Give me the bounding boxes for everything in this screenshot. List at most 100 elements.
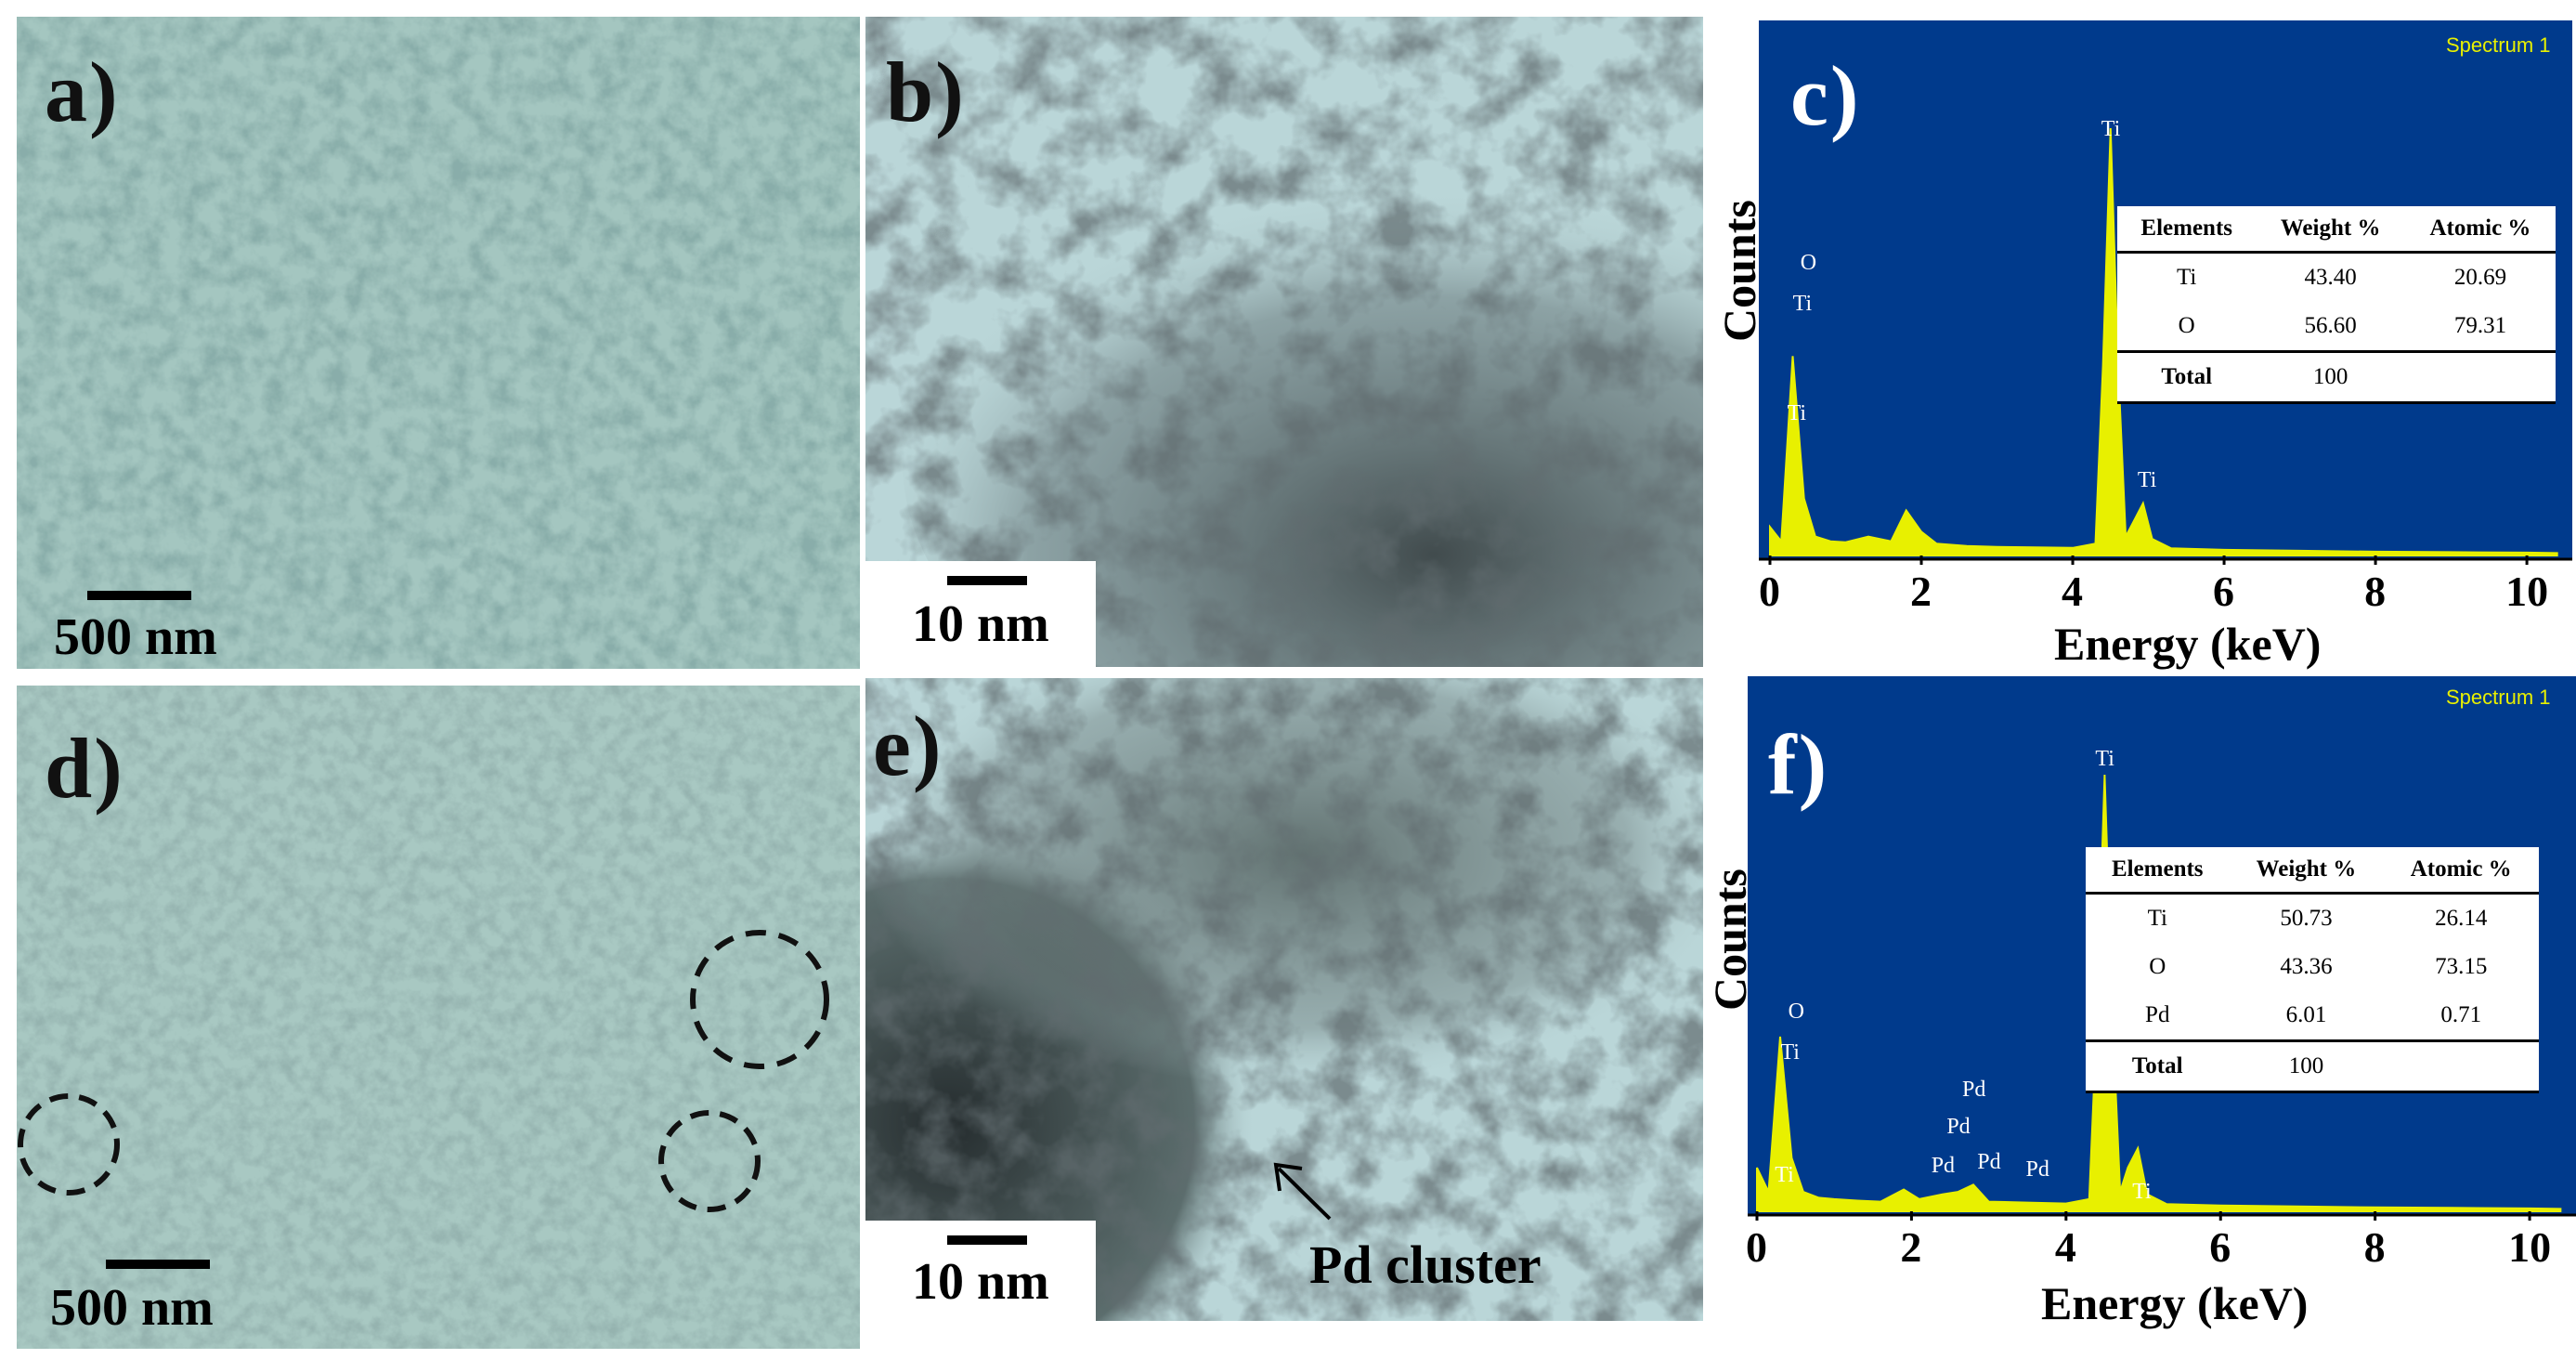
panel-f-eds-chart: O Ti Ti Pd Pd Pd Pd Pd Ti Ti Spectrum 1 f) Counts… (1703, 676, 2576, 1367)
x-tick-label: 6 (2209, 1223, 2231, 1271)
scale-text-a: 500 nm (54, 608, 217, 666)
sem-texture-d (17, 686, 860, 1349)
x-tick-label: 10 (2508, 1223, 2552, 1271)
y-axis-label-c: Counts (1713, 200, 1765, 342)
table-cell: 43.40 (2304, 265, 2357, 290)
panel-e-tem-image: e) 10 nm Pd cluster (865, 678, 1703, 1321)
x-tick-label: 2 (1900, 1223, 1922, 1271)
peak-label: Ti (2138, 468, 2157, 492)
peak-label: Pd (2026, 1157, 2049, 1182)
table-header: Weight % (2256, 206, 2405, 254)
table-header: Atomic % (2383, 847, 2539, 895)
panel-label-b: b) (886, 45, 966, 139)
peak-label: Pd (1932, 1154, 1955, 1178)
x-axis-label-c: Energy (keV) (2054, 618, 2322, 670)
table-row: O 56.60 79.31 (2117, 302, 2556, 352)
composition-table-f: Elements Weight % Atomic % Ti 50.73 26.1… (2086, 847, 2539, 1093)
scale-bar-a (87, 591, 191, 600)
scale-bar-e (947, 1235, 1027, 1245)
table-cell: 100 (2256, 350, 2405, 404)
table-header: Elements (2117, 206, 2257, 254)
table-cell: Total (2117, 350, 2257, 404)
panel-b-tem-image: b) 10 nm (865, 17, 1703, 667)
table-header-row: Elements Weight % Atomic % (2086, 847, 2539, 895)
peak-label: Ti (1775, 1163, 1794, 1187)
table-cell: 50.73 (2280, 906, 2333, 931)
x-tick-label: 8 (2363, 1223, 2386, 1271)
table-row: Pd 6.01 0.71 (2086, 991, 2539, 1041)
panel-d-sem-image: d) 500 nm (17, 686, 860, 1349)
table-cell: 56.60 (2304, 313, 2357, 338)
x-tick-label: 2 (1910, 568, 1932, 615)
panel-c-eds-chart: O Ti Ti Ti Ti Spectrum 1 c) Counts 0 2 4 6 8 10 E… (1712, 0, 2576, 678)
panel-label-c: c) (1790, 48, 1861, 143)
composition-table-c: Elements Weight % Atomic % Ti 43.40 20.6… (2117, 206, 2556, 404)
x-tick-label: 0 (1759, 568, 1780, 615)
spectrum-series (1756, 774, 2562, 1212)
pd-cluster-label: Pd cluster (1309, 1235, 1542, 1295)
table-cell (2383, 1039, 2539, 1093)
tem-texture-b (865, 17, 1703, 667)
arrow-line (1277, 1167, 1332, 1221)
x-tick-label: 10 (2505, 568, 2549, 615)
table-row: Ti 43.40 20.69 (2117, 253, 2556, 303)
peak-label: O (1789, 1000, 1804, 1024)
table-cell: 100 (2229, 1039, 2384, 1093)
table-cell: O (2178, 313, 2195, 338)
table-header: Atomic % (2404, 206, 2556, 254)
panel-label-a: a) (45, 45, 120, 139)
scale-text-b: 10 nm (912, 595, 1049, 653)
x-tick-label: 0 (1746, 1223, 1767, 1271)
table-cell: Ti (2147, 906, 2167, 931)
table-total-row: Total 100 (2086, 1039, 2539, 1093)
x-tick-label: 8 (2364, 568, 2387, 615)
peak-label: Ti (2095, 747, 2114, 771)
table-cell (2404, 350, 2556, 404)
panel-a-sem-image: a) 500 nm (17, 17, 860, 669)
x-tick-label: 6 (2213, 568, 2235, 615)
highlight-circle (18, 1093, 120, 1196)
panel-label-e: e) (873, 699, 943, 793)
spectrum-label-f: Spectrum 1 (2446, 686, 2551, 709)
peak-label: Ti (2132, 1180, 2152, 1204)
scale-bar-d (106, 1260, 210, 1269)
table-row: Ti 50.73 26.14 (2086, 894, 2539, 944)
table-cell: O (2149, 954, 2166, 979)
table-total-row: Total 100 (2117, 350, 2556, 404)
peak-label: Pd (1977, 1150, 2000, 1174)
table-cell: 26.14 (2435, 906, 2488, 931)
peak-label: O (1801, 251, 1816, 275)
spectrum-series (1769, 127, 2558, 556)
peak-label: Pd (1946, 1115, 1970, 1139)
tem-texture-e (865, 678, 1703, 1321)
table-cell: Total (2086, 1039, 2230, 1093)
table-cell: 20.69 (2453, 265, 2507, 290)
table-header: Elements (2086, 847, 2230, 895)
table-cell: 73.15 (2435, 954, 2488, 979)
table-row: O 43.36 73.15 (2086, 943, 2539, 991)
highlight-circle (658, 1110, 761, 1212)
table-cell: 0.71 (2440, 1002, 2482, 1027)
table-header-row: Elements Weight % Atomic % (2117, 206, 2556, 254)
x-tick-label: 4 (2054, 1223, 2076, 1271)
peak-label: Pd (1962, 1078, 1985, 1102)
peak-label: Ti (2101, 117, 2121, 141)
table-cell: 43.36 (2280, 954, 2333, 979)
table-cell: Pd (2145, 1002, 2170, 1027)
scale-text-d: 500 nm (50, 1279, 214, 1337)
table-cell: Ti (2177, 265, 2197, 290)
spectrum-label-c: Spectrum 1 (2446, 33, 2551, 57)
table-cell: 79.31 (2453, 313, 2507, 338)
highlight-circle (690, 930, 829, 1069)
x-tick-label: 4 (2062, 568, 2084, 615)
y-axis-label-f: Counts (1704, 869, 1756, 1011)
table-header: Weight % (2229, 847, 2384, 895)
peak-label: Ti (1793, 292, 1813, 316)
arrow-head (1273, 1162, 1303, 1192)
scale-text-e: 10 nm (912, 1253, 1049, 1311)
panel-label-f: f) (1768, 717, 1829, 812)
x-axis-label-f: Energy (keV) (2041, 1277, 2309, 1329)
peak-label: Ti (1788, 401, 1807, 425)
peak-label: Ti (1780, 1040, 1800, 1065)
panel-label-d: d) (45, 721, 124, 816)
